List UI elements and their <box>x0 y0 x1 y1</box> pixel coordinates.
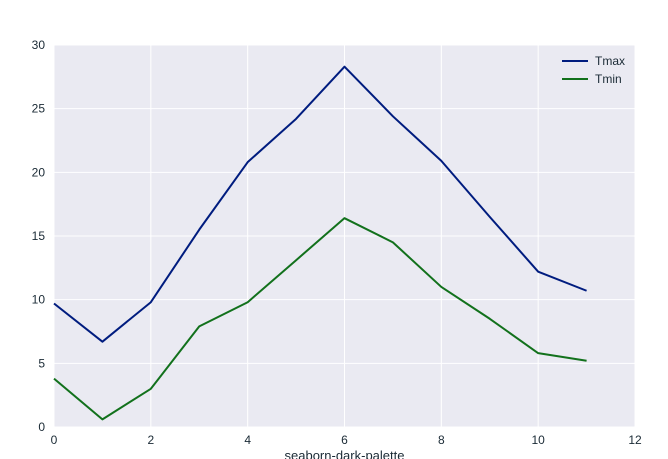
legend: Tmax Tmin <box>562 54 625 86</box>
x-axis-label: seaborn-dark-palette <box>285 448 405 459</box>
x-tick-label: 0 <box>51 433 58 447</box>
grid-lines <box>53 44 636 428</box>
y-tick-label: 20 <box>32 165 46 179</box>
x-tick-label: 2 <box>147 433 154 447</box>
y-tick-label: 30 <box>32 38 46 52</box>
y-tick-label: 10 <box>32 293 46 307</box>
x-tick-label: 4 <box>244 433 251 447</box>
y-tick-label: 15 <box>32 229 46 243</box>
series-line-tmin <box>53 217 587 421</box>
x-tick-label: 10 <box>531 433 545 447</box>
tick-labels: 0 2 4 6 8 10 12 0 5 10 15 20 25 30 <box>32 38 642 447</box>
x-tick-label: 6 <box>341 433 348 447</box>
x-tick-label: 8 <box>438 433 445 447</box>
x-tick-label: 12 <box>628 433 642 447</box>
y-tick-label: 5 <box>38 356 45 370</box>
series-lines <box>53 65 587 421</box>
legend-label-tmax: Tmax <box>595 54 625 68</box>
y-tick-label: 0 <box>38 420 45 434</box>
series-line-tmax <box>53 65 587 343</box>
legend-label-tmin: Tmin <box>595 72 622 86</box>
y-tick-label: 25 <box>32 102 46 116</box>
